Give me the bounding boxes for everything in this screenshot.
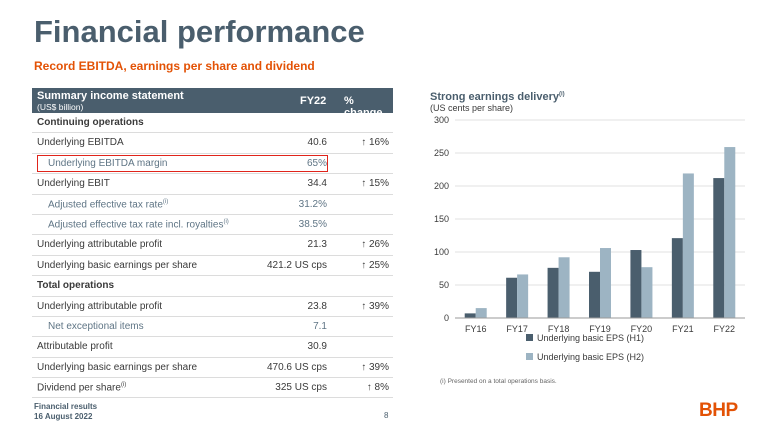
bar-h1-fy18 (547, 267, 559, 318)
row-label: Underlying basic earnings per share (37, 259, 198, 271)
highlight-box (37, 154, 328, 172)
row-value: 470.6 US cps (266, 361, 327, 373)
bar-h1-fy20 (630, 250, 642, 318)
y-tick-label: 100 (434, 247, 449, 257)
row-value: 34.4 (307, 178, 327, 190)
row-change: ↑ 39% (361, 300, 389, 312)
table-body: Continuing operations Underlying EBITDA 40… (32, 113, 393, 399)
table-header-title: Summary income statement (37, 90, 184, 102)
legend-label: Underlying basic EPS (H1) (537, 333, 644, 343)
bar-h1-fy22 (713, 178, 725, 318)
chart-subtitle: (US cents per share) (430, 103, 514, 113)
table-row: Underlying attributable profit 23.8 ↑ 39% (32, 297, 393, 317)
row-label: Continuing operations (37, 117, 144, 128)
table-row: Underlying EBITDA 40.6 ↑ 16% (32, 133, 393, 154)
legend-label: Underlying basic EPS (H2) (537, 352, 644, 362)
chart-footnote: (i) Presented on a total operations basi… (440, 378, 557, 385)
table-row: Underlying EBIT 34.4 ↑ 15% (32, 174, 393, 195)
bar-h2-fy21 (682, 173, 694, 318)
y-tick-label: 50 (439, 280, 449, 290)
x-tick-label: FY17 (506, 324, 528, 334)
row-value: 421.2 US cps (266, 259, 327, 271)
row-label: Underlying attributable profit (37, 239, 163, 251)
table-row: Net exceptional items 7.1 (32, 317, 393, 338)
row-value: 23.8 (307, 300, 327, 312)
bar-h2-fy18 (558, 257, 570, 318)
footer-document-title: Financial results (34, 402, 98, 411)
table-row: Attributable profit 30.9 (32, 337, 393, 358)
row-value: 7.1 (313, 320, 327, 332)
y-tick-label: 0 (444, 313, 449, 323)
x-tick-label: FY16 (465, 324, 487, 334)
table-header-subtitle: (US$ billion) (37, 102, 84, 112)
y-tick-label: 150 (434, 214, 449, 224)
bar-h1-fy17 (506, 277, 518, 318)
chart-title: Strong earnings delivery(i) (430, 91, 565, 103)
row-change: ↑ 8% (366, 382, 389, 394)
table-header: Summary income statement (US$ billion) F… (32, 88, 393, 119)
row-value: 31.2% (298, 198, 327, 210)
row-change: ↑ 15% (361, 178, 389, 190)
table-row: Underlying basic earnings per share 470.6… (32, 358, 393, 379)
y-tick-label: 300 (434, 115, 449, 125)
table-row: Adjusted effective tax rate(i) 31.2% (32, 195, 393, 215)
row-value: 65% (306, 157, 327, 169)
row-label: Adjusted effective tax rate(i) (48, 198, 169, 210)
legend-swatch (526, 353, 533, 360)
page-number: 8 (384, 411, 389, 420)
row-label: Underlying attributable profit (37, 300, 163, 312)
x-tick-label: FY22 (714, 324, 736, 334)
row-label: Underlying EBIT (37, 178, 110, 190)
row-change: ↑ 25% (361, 259, 389, 271)
bar-h1-fy19 (589, 271, 600, 318)
x-tick-label: FY20 (631, 324, 653, 334)
table-row: Total operations (32, 276, 393, 297)
row-label: Total operations (37, 280, 115, 292)
x-tick-label: FY18 (548, 324, 570, 334)
row-change: ↑ 16% (361, 137, 389, 149)
bar-h2-fy19 (600, 248, 611, 318)
x-tick-label: FY19 (589, 324, 611, 334)
column-header-change: % change (344, 95, 383, 119)
bar-h2-fy17 (517, 274, 529, 318)
footer-date: 16 August 2022 (34, 412, 93, 421)
legend-swatch (526, 334, 533, 341)
row-label: Underlying basic earnings per share (37, 361, 198, 373)
table-row: Underlying attributable profit 21.3 ↑ 26% (32, 235, 393, 256)
bar-h2-fy16 (475, 308, 487, 318)
eps-bar-chart: 0 50 100 150 200 250 300 FY16 FY17 FY18 FY19 FY20 FY… (434, 115, 745, 362)
row-value: 40.6 (307, 137, 327, 149)
table-row: Underlying EBITDA margin 65% (32, 154, 393, 175)
row-label: Dividend per share(i) (37, 382, 127, 394)
row-label: Attributable profit (37, 341, 113, 353)
page-title: Financial performance (34, 14, 365, 49)
row-label: Underlying EBITDA margin (48, 157, 168, 169)
summary-income-table: Summary income statement (US$ billion) F… (32, 88, 393, 399)
y-tick-label: 200 (434, 181, 449, 191)
y-tick-label: 250 (434, 148, 449, 158)
row-label: Adjusted effective tax rate incl. royalt… (48, 218, 229, 231)
row-label: Net exceptional items (48, 320, 144, 332)
table-row: Continuing operations (32, 113, 393, 134)
bhp-logo: BHP (699, 400, 738, 421)
bar-h1-fy16 (464, 313, 476, 318)
row-value: 38.5% (298, 218, 327, 230)
row-change: ↑ 26% (361, 239, 389, 251)
bar-h2-fy20 (641, 267, 653, 318)
row-label: Underlying EBITDA (37, 137, 124, 149)
row-change: ↑ 39% (361, 361, 389, 373)
table-row: Adjusted effective tax rate incl. royalt… (32, 215, 393, 236)
bar-h2-fy22 (724, 147, 736, 318)
table-row: Dividend per share(i) 325 US cps ↑ 8% (32, 378, 393, 399)
bar-h1-fy21 (671, 238, 683, 318)
row-value: 21.3 (307, 239, 327, 251)
x-tick-label: FY21 (672, 324, 694, 334)
row-value: 30.9 (307, 341, 327, 353)
row-value: 325 US cps (275, 382, 327, 394)
page-subtitle: Record EBITDA, earnings per share and di… (34, 59, 315, 73)
table-row: Underlying basic earnings per share 421.2… (32, 256, 393, 277)
column-header-fy22: FY22 (300, 95, 327, 107)
